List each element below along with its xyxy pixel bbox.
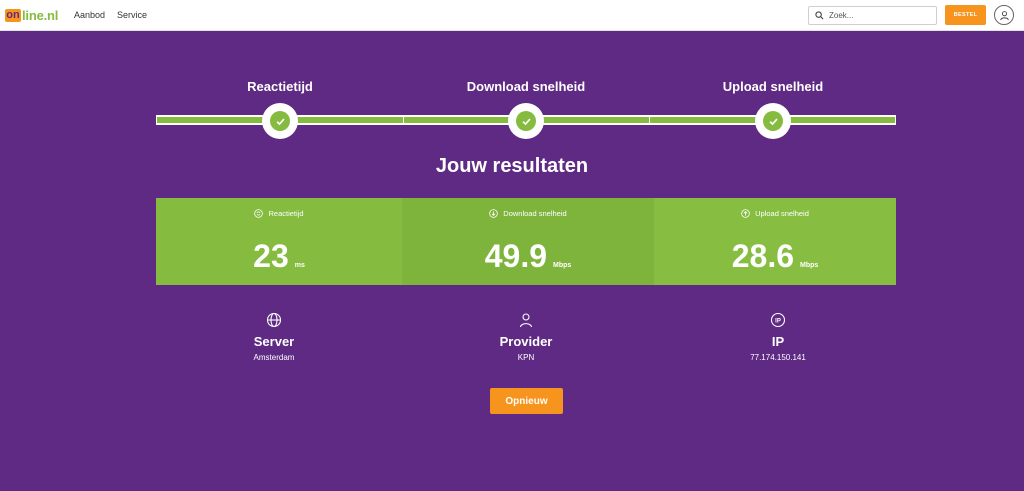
search-box[interactable]	[808, 6, 937, 25]
info-title: Provider	[499, 334, 553, 349]
step-title-upload: Upload snelheid	[722, 79, 824, 94]
order-button[interactable]: BESTEL	[945, 5, 986, 25]
step-check-reactietijd	[262, 103, 298, 139]
info-value: Amsterdam	[253, 353, 295, 362]
result-panel-upload: Upload snelheid 28.6 Mbps	[654, 198, 896, 285]
download-arrow-icon	[489, 209, 499, 218]
result-panel-reactietijd: Reactietijd 23 ms	[156, 198, 402, 285]
result-unit: ms	[294, 262, 305, 269]
step-title-reactietijd: Reactietijd	[247, 79, 313, 94]
checkmark-icon	[522, 118, 531, 125]
upload-arrow-icon	[741, 209, 750, 218]
info-title: IP	[771, 334, 785, 349]
search-icon	[815, 11, 824, 20]
user-account-icon	[999, 10, 1009, 20]
globe-icon	[266, 312, 282, 328]
step-title-download: Download snelheid	[466, 79, 586, 94]
info-title: Server	[253, 334, 295, 349]
result-value: 23	[253, 238, 289, 274]
info-ip: IP IP 77.174.150.141	[678, 312, 878, 362]
checkmark-icon	[276, 118, 285, 125]
retry-button[interactable]: Opnieuw	[490, 388, 563, 414]
result-label: Download snelheid	[503, 209, 567, 218]
result-label: Reactietijd	[268, 209, 304, 218]
step-check-upload	[755, 103, 791, 139]
logo-mark: on	[5, 8, 21, 22]
progress-separator	[403, 115, 404, 125]
result-unit: Mbps	[553, 262, 572, 269]
logo-text: line.nl	[22, 7, 59, 23]
checkmark-icon	[769, 118, 778, 125]
result-panel-download: Download snelheid 49.9 Mbps	[402, 198, 654, 285]
info-server: Server Amsterdam	[174, 312, 374, 362]
search-input[interactable]	[829, 11, 929, 20]
nav-item-aanbod[interactable]: Aanbod	[74, 10, 106, 20]
header-bar: on line.nl Aanbod Service BESTEL	[0, 0, 1024, 31]
account-button[interactable]	[994, 5, 1014, 25]
ip-icon: IP	[770, 312, 786, 328]
result-unit: Mbps	[800, 262, 819, 269]
user-icon	[519, 313, 533, 328]
main-nav: Aanbod Service	[74, 10, 147, 20]
result-value: 49.9	[484, 238, 547, 274]
nav-item-service[interactable]: Service	[117, 10, 148, 20]
progress-separator	[649, 115, 650, 125]
result-label: Upload snelheid	[755, 209, 809, 218]
refresh-icon	[254, 209, 264, 218]
info-value: 77.174.150.141	[750, 353, 806, 362]
results-title: Jouw resultaten	[435, 155, 589, 177]
step-check-download	[508, 103, 544, 139]
info-provider: Provider KPN	[426, 312, 626, 362]
result-value: 28.6	[731, 238, 794, 274]
site-logo[interactable]: on line.nl	[5, 7, 59, 23]
svg-text:IP: IP	[775, 318, 781, 324]
info-value: KPN	[517, 353, 535, 362]
